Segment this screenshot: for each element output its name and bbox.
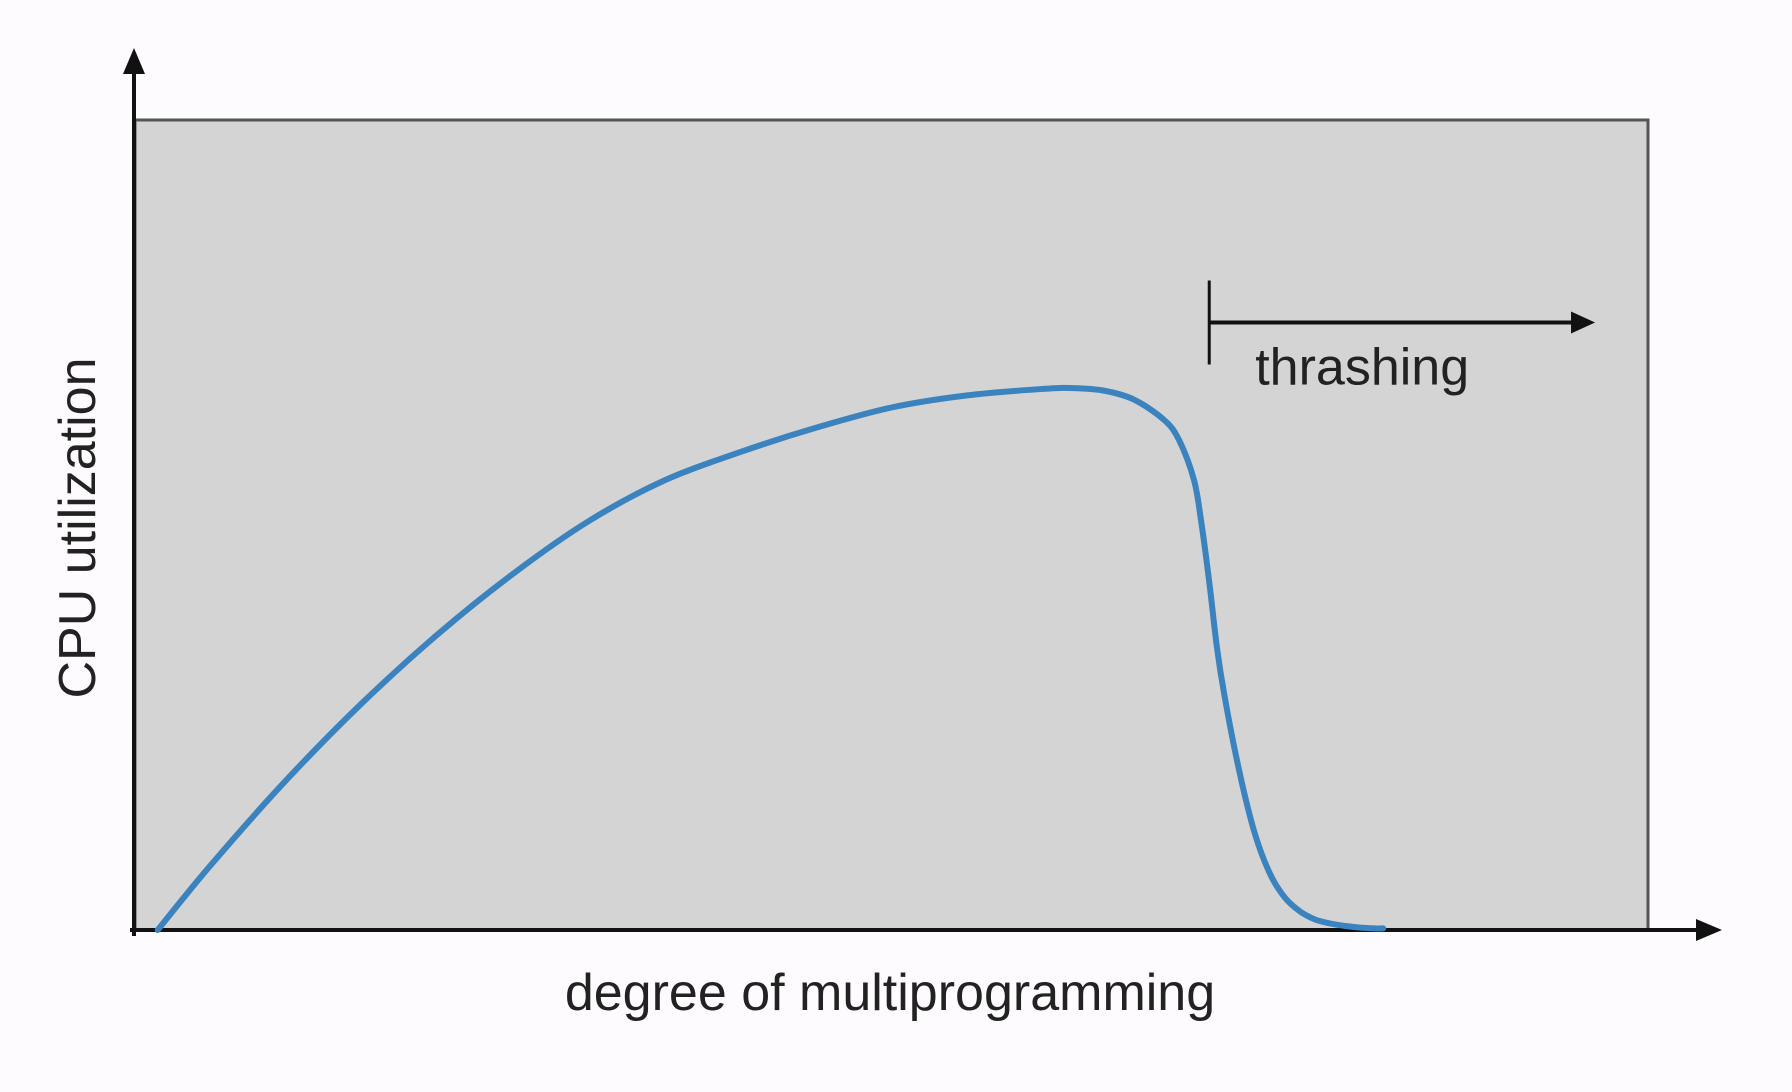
y-axis-arrow <box>123 48 145 74</box>
thrashing-label: thrashing <box>1255 339 1469 397</box>
x-axis-title: degree of multiprogramming <box>565 964 1215 1022</box>
x-axis-arrow <box>1696 919 1722 941</box>
plot-area <box>133 118 1650 932</box>
utilization-curve <box>154 384 1387 933</box>
thrashing-arrow-head <box>1571 311 1596 334</box>
y-axis-title: CPU utilization <box>49 357 107 698</box>
